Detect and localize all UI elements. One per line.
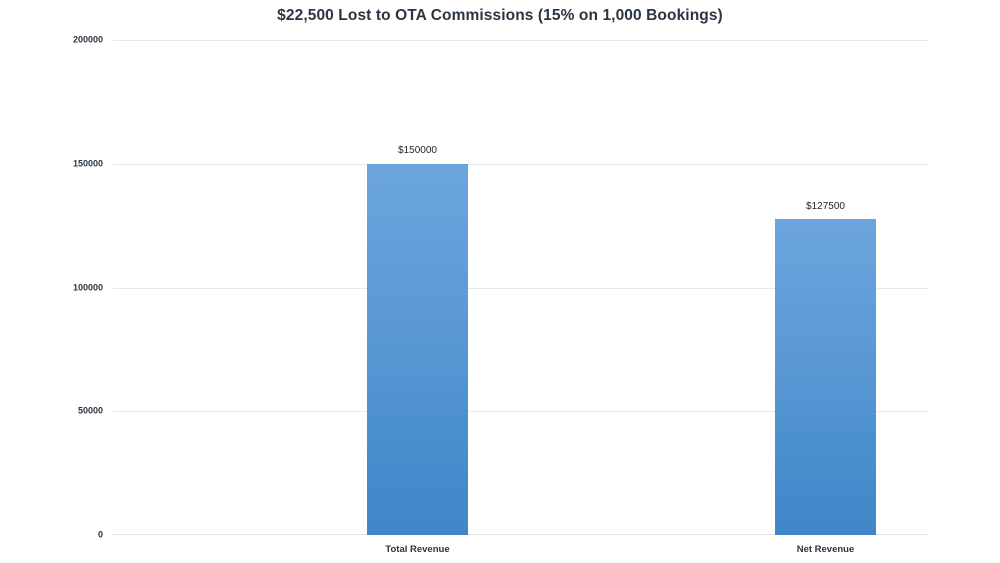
bar-value-label-total-revenue: $150000	[398, 145, 437, 156]
y-axis: 200000 150000 100000 50000 0	[0, 35, 103, 539]
plot-area	[113, 40, 928, 535]
bar-value-label-net-revenue: $127500	[806, 201, 845, 212]
gridline	[113, 411, 928, 413]
gridline	[113, 40, 928, 41]
y-tick-label: 150000	[72, 158, 103, 169]
y-tick-label: 100000	[72, 282, 103, 292]
y-tick-label: 200000	[72, 34, 103, 45]
gridline-baseline	[113, 534, 928, 535]
bar-net-revenue[interactable]	[775, 219, 876, 535]
gridline	[113, 163, 928, 165]
x-axis-label-total-revenue: Total Revenue	[385, 544, 450, 555]
bar-total-revenue[interactable]	[367, 163, 468, 535]
gridline	[113, 287, 928, 289]
y-tick-label: 50000	[77, 405, 103, 416]
x-axis-label-net-revenue: Net Revenue	[796, 544, 855, 555]
chart-title: $22,500 Lost to OTA Commissions (15% on …	[277, 7, 723, 24]
y-tick-label: 0	[97, 529, 103, 540]
